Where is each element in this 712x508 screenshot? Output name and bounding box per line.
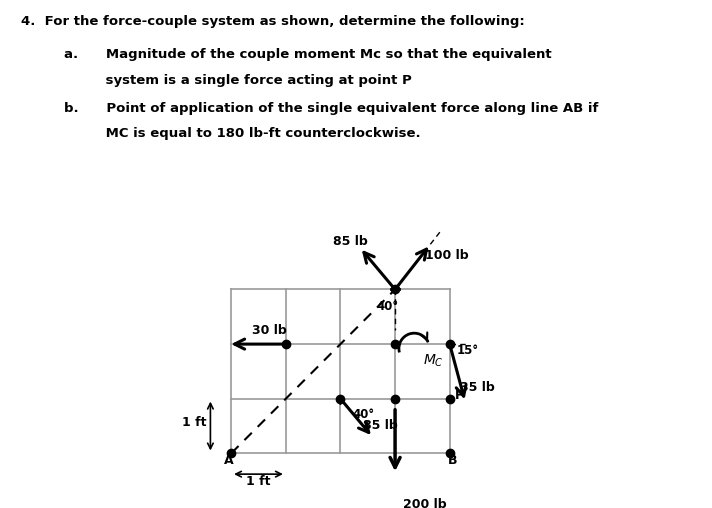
Text: 40°: 40°	[352, 408, 375, 421]
Text: 85 lb: 85 lb	[363, 419, 398, 432]
Text: b.      Point of application of the single equivalent force along line AB if: b. Point of application of the single eq…	[64, 102, 599, 115]
Text: 30 lb: 30 lb	[252, 324, 287, 337]
Text: 1 ft: 1 ft	[246, 475, 271, 488]
Text: 4.  For the force-couple system as shown, determine the following:: 4. For the force-couple system as shown,…	[21, 15, 525, 28]
Text: 100 lb: 100 lb	[425, 249, 468, 263]
Text: B: B	[448, 454, 457, 467]
Text: system is a single force acting at point P: system is a single force acting at point…	[64, 74, 412, 87]
Text: 1 ft: 1 ft	[182, 416, 206, 429]
Text: 15°: 15°	[456, 344, 478, 357]
Text: $M_C$: $M_C$	[424, 353, 444, 369]
Text: A: A	[224, 454, 234, 467]
Text: 85 lb: 85 lb	[333, 235, 367, 248]
Text: P: P	[455, 389, 464, 402]
Text: MC is equal to 180 lb-ft counterclockwise.: MC is equal to 180 lb-ft counterclockwis…	[64, 127, 421, 140]
Text: 35 lb: 35 lb	[459, 380, 494, 394]
Text: 40°: 40°	[376, 300, 398, 313]
Text: a.      Magnitude of the couple moment Mc so that the equivalent: a. Magnitude of the couple moment Mc so …	[64, 48, 552, 61]
Text: 200 lb: 200 lb	[403, 498, 446, 508]
